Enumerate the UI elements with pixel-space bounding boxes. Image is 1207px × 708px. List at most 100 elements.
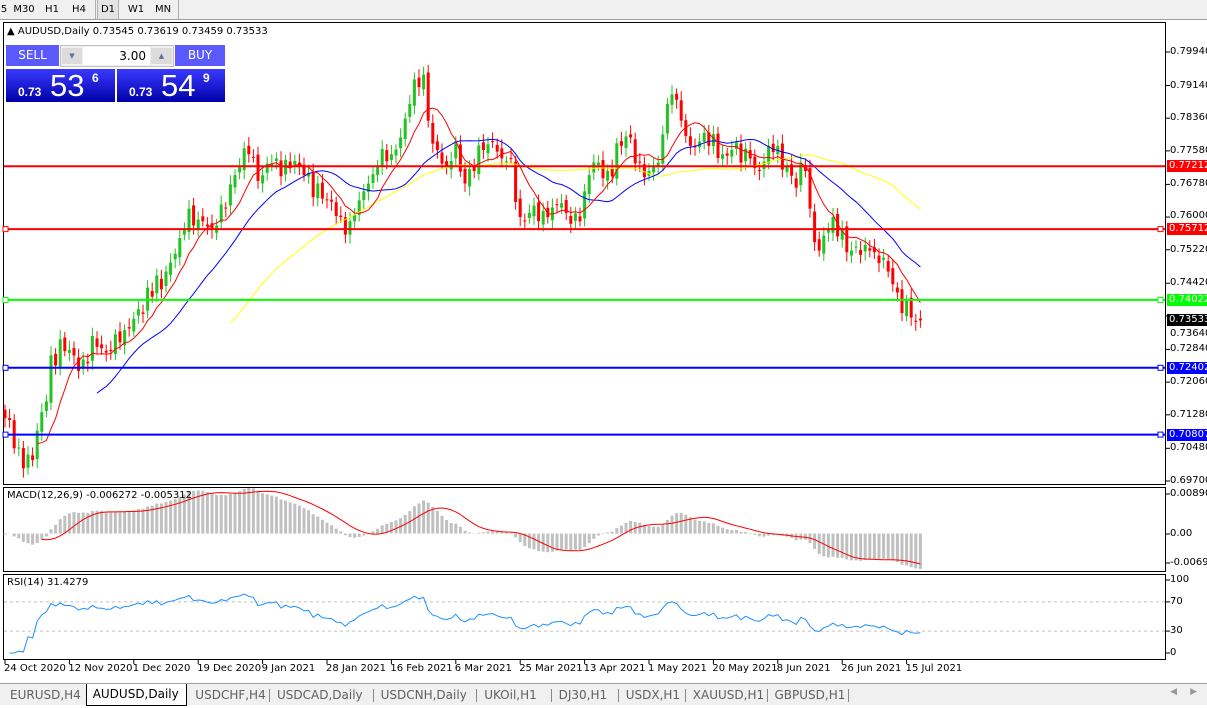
timeframe-m5[interactable]: 5 — [0, 4, 8, 15]
macd-histogram-bar — [440, 515, 444, 534]
chart-tab[interactable]: USDX,H1 — [625, 688, 681, 702]
macd-histogram-bar — [573, 533, 577, 550]
candle-body — [472, 166, 476, 171]
candle-body — [205, 224, 209, 227]
candle-body — [799, 162, 803, 186]
candle-body — [882, 257, 886, 260]
price-chart-panel[interactable] — [3, 22, 1166, 485]
macd-histogram-bar — [500, 531, 504, 534]
macd-histogram-bar — [739, 531, 743, 534]
macd-histogram-bar — [606, 532, 610, 534]
macd-histogram-bar — [113, 511, 117, 534]
candle-body — [909, 297, 913, 318]
arrow-left-icon[interactable]: ◀ — [1170, 687, 1177, 697]
macd-histogram-bar — [872, 533, 876, 560]
ma-mid-line — [96, 138, 921, 394]
candle-body — [311, 171, 315, 198]
candle-body — [702, 132, 706, 142]
chart-tab[interactable]: UKOil,H1 — [484, 688, 537, 702]
macd-histogram-bar — [380, 525, 384, 534]
level-handle — [1157, 296, 1164, 303]
macd-histogram-bar — [550, 533, 554, 552]
candle-body — [845, 226, 849, 253]
chart-tab[interactable]: USDCNH,Daily — [380, 688, 467, 702]
candle-body — [403, 118, 407, 140]
macd-histogram-bar — [274, 496, 278, 534]
candle-body — [509, 158, 513, 160]
chart-tab[interactable]: AUDUSD,Daily — [85, 684, 188, 706]
chart-tab[interactable]: USDCAD,Daily — [277, 688, 363, 702]
timeframe-mn[interactable]: MN — [154, 4, 172, 15]
macd-histogram-bar — [141, 508, 145, 534]
chart-tab[interactable]: DJ30,H1 — [558, 688, 608, 702]
level-price-tag: 0.77212 — [1167, 160, 1207, 173]
buy-button[interactable]: BUY — [175, 45, 225, 66]
chart-tab[interactable]: XAUUSD,H1 — [692, 688, 765, 702]
lot-increase-button[interactable]: ▲ — [151, 48, 172, 64]
macd-histogram-bar — [826, 533, 830, 558]
sell-button[interactable]: SELL — [6, 45, 59, 66]
macd-histogram-bar — [707, 522, 711, 534]
chart-tab[interactable]: USDCHF,H4 — [195, 688, 266, 702]
ma-slow-line — [230, 154, 921, 324]
candle-body — [449, 161, 453, 170]
macd-histogram-bar — [803, 533, 807, 540]
timeframe-w1[interactable]: W1 — [127, 4, 145, 15]
candle-body — [426, 72, 430, 121]
chart-tab[interactable]: EURUSD,H4 — [10, 688, 81, 702]
candle-body — [279, 160, 283, 177]
macd-histogram-bar — [587, 533, 591, 544]
candle-body — [196, 219, 200, 229]
macd-histogram-bar — [279, 499, 283, 534]
macd-histogram-bar — [670, 515, 674, 534]
candle-body — [35, 430, 39, 460]
candle-body — [261, 175, 265, 184]
macd-histogram-bar — [394, 520, 398, 534]
timeframe-d1[interactable]: D1 — [97, 0, 119, 19]
macd-histogram-bar — [49, 529, 53, 534]
candle-body — [118, 331, 122, 343]
lot-decrease-button[interactable]: ▼ — [62, 48, 82, 64]
timeframe-h1[interactable]: H1 — [45, 4, 59, 15]
macd-histogram-bar — [900, 533, 904, 565]
candle-body — [606, 170, 610, 181]
candle-body — [339, 215, 343, 218]
macd-histogram-bar — [136, 509, 140, 534]
buy-price[interactable]: 0.73 54 9 — [117, 69, 225, 102]
macd-histogram-bar — [638, 522, 642, 534]
macd-histogram-bar — [311, 514, 315, 534]
date-label: 19 Dec 2020 — [197, 663, 262, 674]
candle-body — [615, 143, 619, 179]
macd-histogram-bar — [219, 494, 223, 534]
lot-input[interactable]: 3.00 — [83, 47, 150, 65]
rsi-tick-label: 30 — [1170, 625, 1183, 637]
arrow-right-icon[interactable]: ▶ — [1190, 687, 1197, 697]
candle-body — [675, 93, 679, 100]
candle-body — [564, 200, 568, 213]
candle-body — [592, 162, 596, 173]
chart-tab[interactable]: GBPUSD,H1 — [774, 688, 846, 702]
rsi-line — [9, 593, 921, 654]
candle-body — [836, 213, 840, 237]
buy-price-prefix: 0.73 — [129, 85, 153, 99]
candle-body — [81, 359, 85, 369]
tab-separator — [684, 689, 686, 702]
triangle-up-icon[interactable]: ▲ — [7, 26, 15, 37]
macd-histogram-bar — [909, 533, 913, 568]
macd-histogram-bar — [454, 523, 458, 534]
candle-body — [569, 215, 573, 224]
timeframe-h4[interactable]: H4 — [72, 4, 86, 15]
macd-histogram-bar — [449, 522, 453, 534]
candle-body — [541, 211, 545, 225]
candle-body — [822, 235, 826, 254]
macd-histogram-bar — [417, 503, 421, 534]
candle-body — [707, 132, 711, 146]
macd-histogram-bar — [730, 530, 734, 534]
timeframe-m30[interactable]: M30 — [13, 4, 35, 15]
date-label: 1 May 2021 — [648, 663, 707, 674]
sell-price[interactable]: 0.73 53 6 — [6, 69, 115, 102]
